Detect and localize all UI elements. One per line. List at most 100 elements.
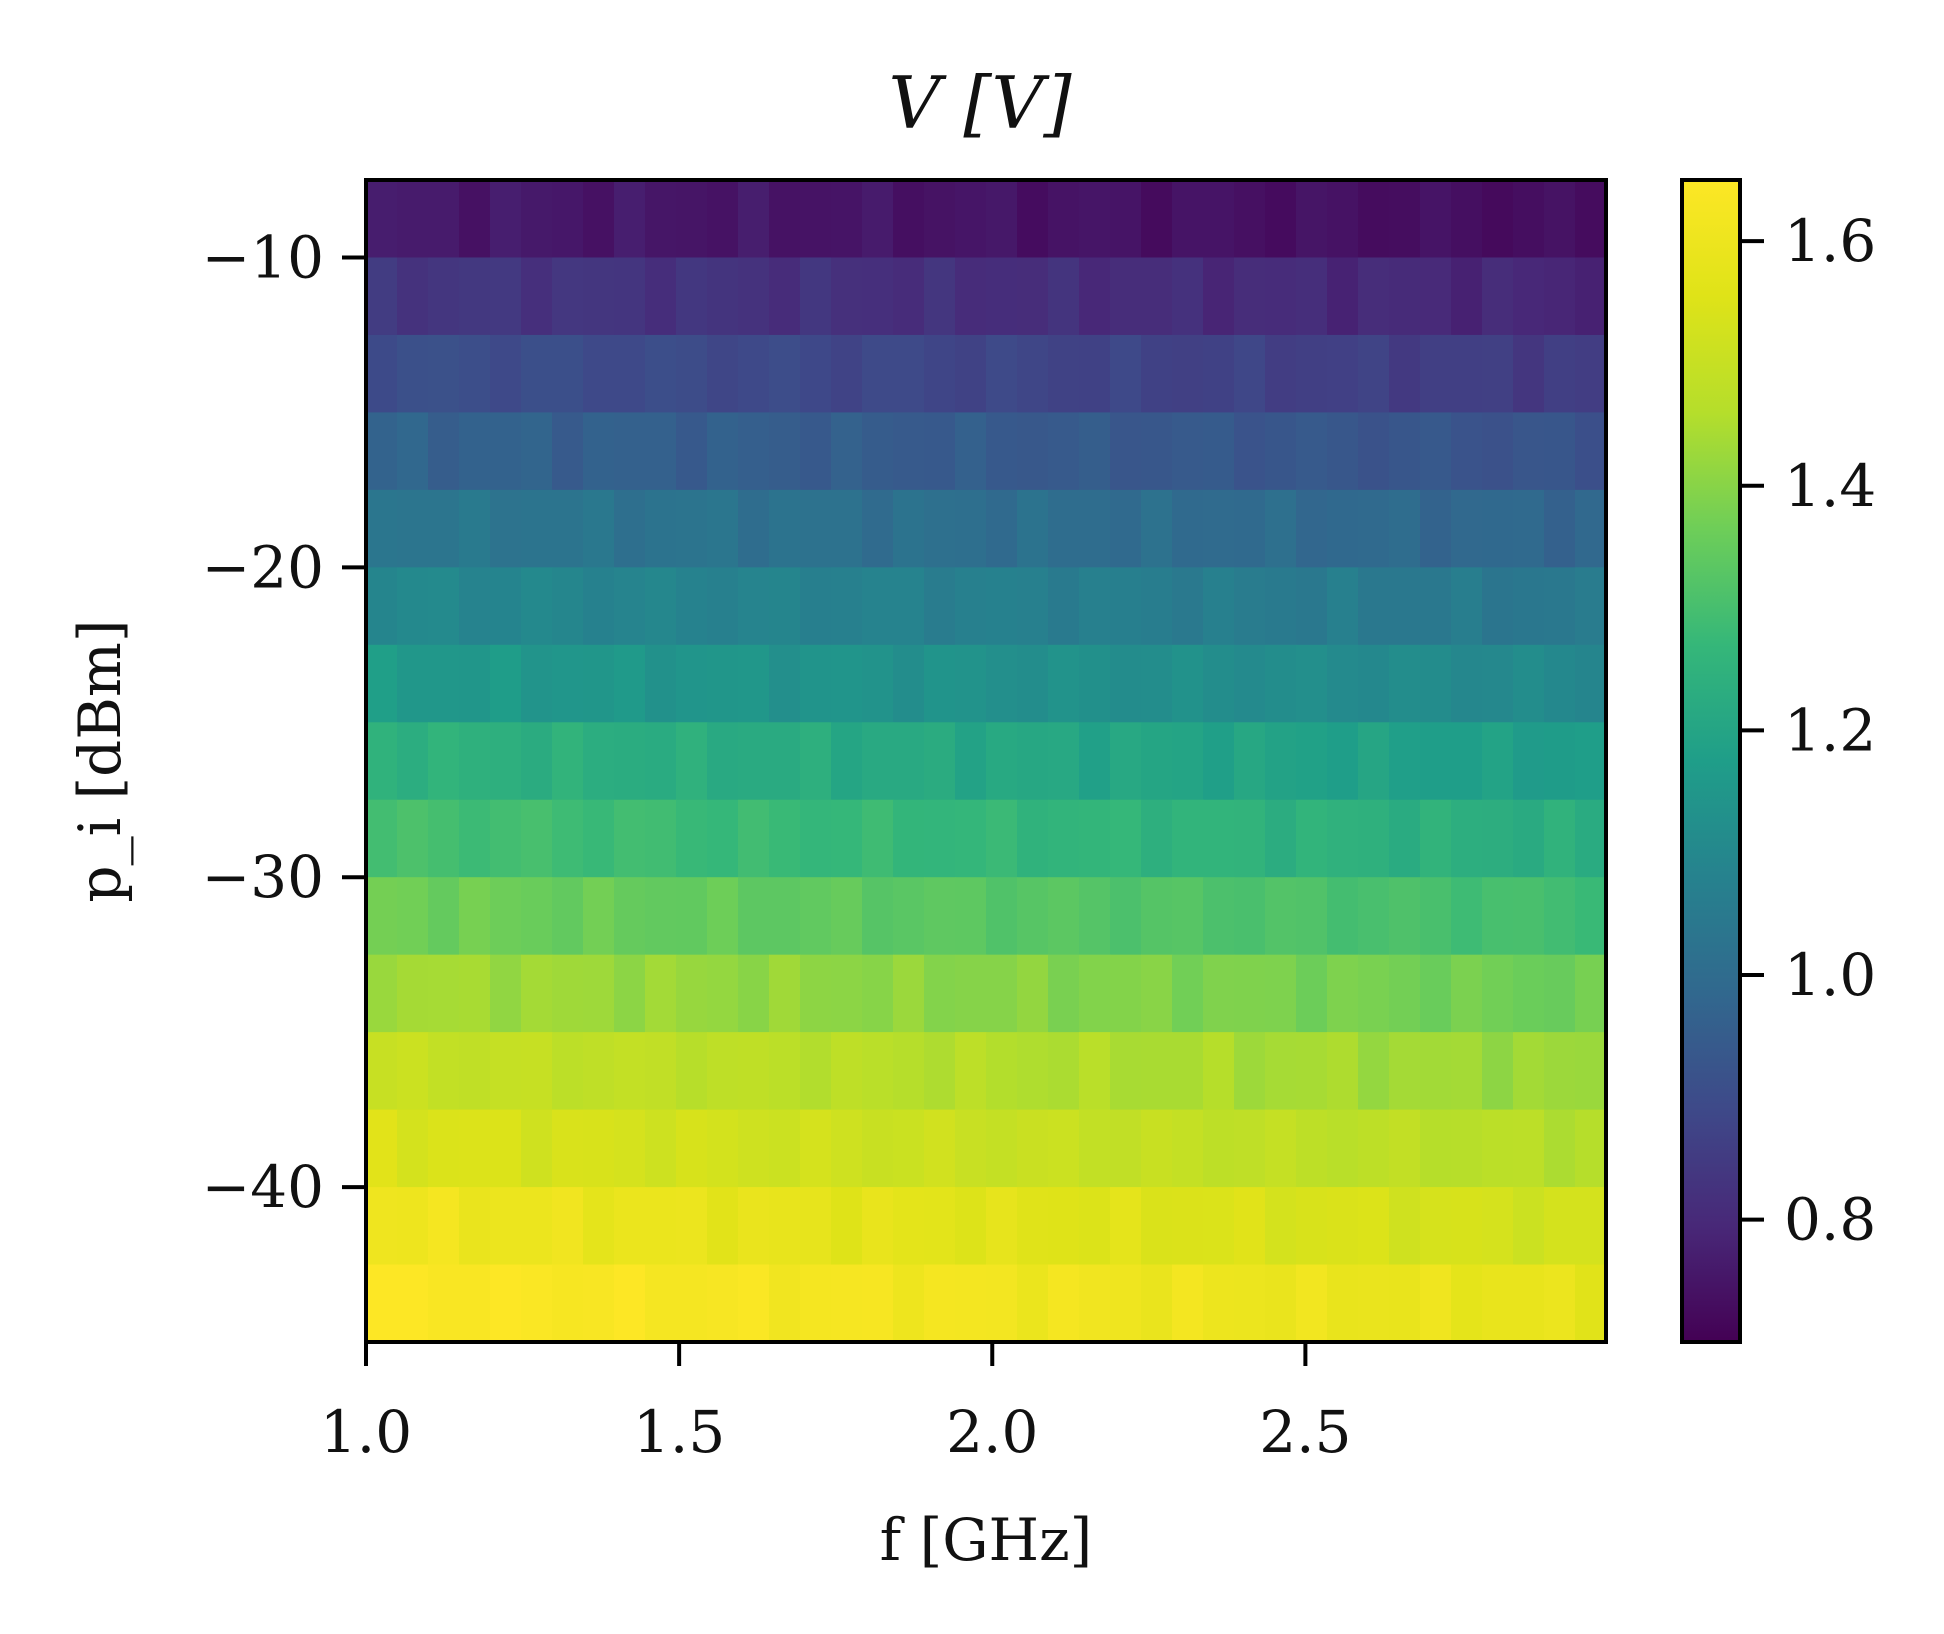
heatmap-cell (986, 567, 1018, 646)
heatmap-cell (769, 799, 801, 878)
heatmap-cell (1575, 877, 1607, 956)
heatmap-cell (645, 567, 677, 646)
x-tick-label: 1.0 (320, 1398, 412, 1466)
heatmap-cell (1296, 412, 1328, 491)
heatmap-cell (955, 877, 987, 956)
heatmap-cell (366, 489, 398, 568)
heatmap-cell (831, 412, 863, 491)
heatmap-cell (1079, 954, 1111, 1033)
heatmap-cell (1048, 567, 1080, 646)
heatmap-cell (1482, 1264, 1514, 1343)
heatmap-cell (924, 1109, 956, 1188)
heatmap-cell (645, 334, 677, 413)
heatmap-cell (986, 334, 1018, 413)
heatmap-cell (1389, 722, 1421, 801)
heatmap-cell (614, 644, 646, 723)
heatmap-cell (459, 412, 491, 491)
heatmap-cell (428, 489, 460, 568)
heatmap-cell (924, 1187, 956, 1266)
heatmap-cell (614, 1109, 646, 1188)
heatmap-cell (924, 567, 956, 646)
heatmap-cell (645, 412, 677, 491)
heatmap-cell (955, 1032, 987, 1111)
heatmap-cell (676, 489, 708, 568)
colorbar-tick-label: 1.0 (1784, 941, 1876, 1009)
x-axis-title: f [GHz] (880, 1506, 1093, 1574)
heatmap-cell (1296, 1032, 1328, 1111)
heatmap-cell (955, 180, 987, 259)
heatmap-cell (707, 1109, 739, 1188)
heatmap-cell (1234, 1109, 1266, 1188)
heatmap-cell (1110, 722, 1142, 801)
heatmap-cell (1017, 334, 1049, 413)
heatmap-cell (521, 567, 553, 646)
heatmap-cell (1327, 257, 1359, 336)
heatmap-cell (1544, 1264, 1576, 1343)
heatmap-cell (893, 799, 925, 878)
x-tick-label: 2.5 (1259, 1398, 1351, 1466)
heatmap-cell (800, 567, 832, 646)
heatmap-cell (1575, 1187, 1607, 1266)
heatmap-cell (1296, 1109, 1328, 1188)
heatmap-cell (1017, 954, 1049, 1033)
heatmap-cell (769, 334, 801, 413)
heatmap-cell (1017, 644, 1049, 723)
heatmap-cell (1048, 954, 1080, 1033)
heatmap-cell (397, 954, 429, 1033)
heatmap-cell (831, 257, 863, 336)
heatmap-cell (614, 799, 646, 878)
heatmap-cell (862, 1264, 894, 1343)
heatmap-cell (1172, 644, 1204, 723)
heatmap-cell (800, 334, 832, 413)
heatmap-cell (1234, 722, 1266, 801)
heatmap-cell (1172, 1264, 1204, 1343)
heatmap-cell (893, 1264, 925, 1343)
heatmap-cell (521, 799, 553, 878)
heatmap-cell (1017, 180, 1049, 259)
heatmap-cell (1203, 1264, 1235, 1343)
heatmap-cell (738, 1109, 770, 1188)
heatmap-cell (1358, 644, 1390, 723)
heatmap-cell (397, 334, 429, 413)
y-tick-label: −30 (202, 843, 324, 911)
heatmap-cell (738, 1032, 770, 1111)
heatmap-cell (1327, 1032, 1359, 1111)
heatmap-cell (459, 334, 491, 413)
heatmap-cell (1296, 334, 1328, 413)
heatmap-cell (986, 257, 1018, 336)
heatmap-cell (1265, 877, 1297, 956)
heatmap-cell (459, 954, 491, 1033)
heatmap-cell (1079, 877, 1111, 956)
heatmap-cell (800, 412, 832, 491)
heatmap-cell (1172, 1187, 1204, 1266)
heatmap-cell (1141, 1187, 1173, 1266)
heatmap-cell (1420, 722, 1452, 801)
heatmap-cell (1234, 412, 1266, 491)
heatmap-cell (1389, 799, 1421, 878)
heatmap-cell (552, 257, 584, 336)
heatmap-cell (707, 257, 739, 336)
heatmap-cell (831, 722, 863, 801)
heatmap-cell (428, 412, 460, 491)
heatmap-cell (1358, 877, 1390, 956)
heatmap-cell (1265, 1264, 1297, 1343)
heatmap-cell (1451, 1187, 1483, 1266)
heatmap-cell (521, 257, 553, 336)
heatmap-cell (521, 954, 553, 1033)
heatmap-cell (397, 489, 429, 568)
heatmap-cell (707, 799, 739, 878)
heatmap-cell (366, 412, 398, 491)
heatmap-cell (583, 1032, 615, 1111)
heatmap-cell (1327, 412, 1359, 491)
heatmap-cell (1017, 799, 1049, 878)
heatmap-cell (645, 877, 677, 956)
heatmap-cell (769, 257, 801, 336)
heatmap-cell (583, 180, 615, 259)
heatmap-cell (552, 1109, 584, 1188)
heatmap-cell (676, 1187, 708, 1266)
heatmap-cell (1265, 1032, 1297, 1111)
heatmap-cell (521, 722, 553, 801)
heatmap-cell (366, 877, 398, 956)
heatmap-cell (1358, 1109, 1390, 1188)
heatmap-cell (1513, 954, 1545, 1033)
